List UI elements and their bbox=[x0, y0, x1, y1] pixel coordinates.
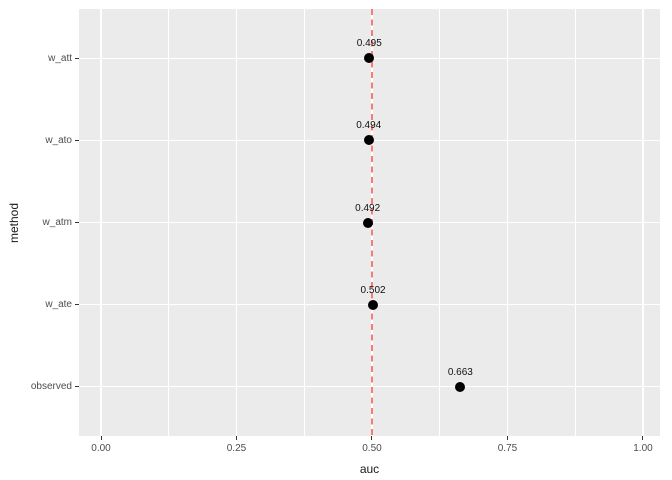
x-axis-title: auc bbox=[359, 462, 380, 476]
y-axis-tick-label: observed bbox=[30, 381, 72, 393]
x-axis-tick bbox=[235, 436, 237, 440]
data-point bbox=[362, 217, 373, 228]
data-point-label: 0.494 bbox=[356, 120, 382, 132]
y-axis-tick bbox=[75, 386, 79, 388]
x-axis-tick-label: 0.50 bbox=[362, 443, 382, 454]
y-axis-tick-label: w_atm bbox=[42, 217, 72, 228]
data-point-label: 0.492 bbox=[355, 202, 381, 214]
y-axis-tick-label: w_ato bbox=[45, 134, 72, 146]
x-axis-tick-label: 0.75 bbox=[497, 443, 518, 454]
data-point bbox=[364, 53, 375, 64]
plot-panel: 0.495 0.494 0.492 0.502 0.663 bbox=[79, 9, 660, 436]
y-axis-tick-label: w_att bbox=[48, 52, 72, 64]
x-axis-tick bbox=[506, 436, 508, 440]
x-axis-tick bbox=[642, 436, 644, 440]
x-axis-tick-label: 0.00 bbox=[91, 443, 111, 454]
data-point-label: 0.502 bbox=[360, 284, 386, 296]
y-axis-tick bbox=[75, 57, 79, 59]
y-axis-tick bbox=[75, 139, 79, 141]
y-axis-tick bbox=[75, 304, 79, 306]
data-point bbox=[455, 381, 466, 392]
gridline-horizontal-major bbox=[79, 385, 660, 388]
y-axis-tick bbox=[75, 222, 79, 223]
x-axis-tick-label: 1.00 bbox=[633, 443, 653, 454]
data-point bbox=[368, 299, 379, 310]
data-point-label: 0.495 bbox=[356, 38, 382, 50]
data-point bbox=[363, 135, 374, 146]
x-axis-tick-label: 0.25 bbox=[226, 443, 247, 454]
x-axis-tick bbox=[100, 436, 102, 440]
x-axis-tick bbox=[371, 436, 373, 440]
data-point-label: 0.663 bbox=[447, 366, 473, 378]
y-axis-tick-label: w_ate bbox=[45, 299, 72, 311]
